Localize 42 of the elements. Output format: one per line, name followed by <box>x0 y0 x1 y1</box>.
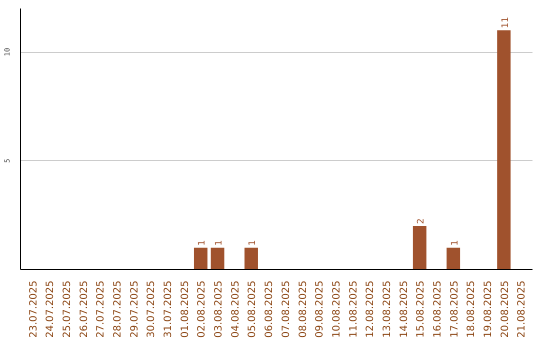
x-tick-label: 14.08.2025 <box>398 280 410 338</box>
data-label: 1 <box>198 240 208 246</box>
x-tick-label: 13.08.2025 <box>382 280 393 338</box>
x-tick-label: 07.08.2025 <box>280 280 292 338</box>
x-tick-label: 18.08.2025 <box>466 280 478 338</box>
x-tick-label: 09.08.2025 <box>314 280 326 338</box>
x-tick-label: 19.08.2025 <box>483 280 494 338</box>
x-tick-label: 30.07.2025 <box>146 280 158 338</box>
x-tick-label: 21.08.2025 <box>516 280 528 338</box>
x-tick-label: 31.07.2025 <box>163 280 174 338</box>
data-label: 2 <box>416 218 427 224</box>
x-tick-label: 29.07.2025 <box>129 280 140 338</box>
x-tick-label: 26.07.2025 <box>78 280 90 338</box>
x-tick-label: 23.07.2025 <box>28 280 40 338</box>
data-label: 11 <box>500 16 511 28</box>
x-tick-label: 08.08.2025 <box>298 280 309 338</box>
x-tick-label: 10.08.2025 <box>331 280 342 338</box>
x-tick-label: 15.08.2025 <box>416 280 427 338</box>
x-tick-label: 04.08.2025 <box>230 280 242 338</box>
bar <box>412 226 426 270</box>
x-tick-label: 12.08.2025 <box>365 280 376 338</box>
data-label: 1 <box>450 240 460 246</box>
bar <box>210 248 224 270</box>
x-tick-label: 02.08.2025 <box>196 280 208 338</box>
bar <box>446 248 460 270</box>
x-tick-label: 16.08.2025 <box>432 280 444 338</box>
x-tick-label: 05.08.2025 <box>247 280 258 338</box>
x-tick-label: 17.08.2025 <box>449 280 460 338</box>
bar <box>497 30 511 270</box>
x-tick-label: 20.08.2025 <box>500 280 511 338</box>
x-tick-label: 24.07.2025 <box>45 280 56 338</box>
bar <box>194 248 208 270</box>
bar <box>244 248 258 270</box>
data-label: 1 <box>248 240 258 246</box>
x-tick-label: 27.07.2025 <box>96 280 107 338</box>
x-tick-label: 25.07.2025 <box>62 280 73 338</box>
x-tick-label: 03.08.2025 <box>214 280 225 338</box>
x-tick-label: 28.07.2025 <box>112 280 124 338</box>
x-tick-label: 01.08.2025 <box>180 280 191 338</box>
x-tick-label: 11.08.2025 <box>348 280 360 338</box>
data-label: 1 <box>214 240 225 246</box>
x-tick-label: 06.08.2025 <box>264 280 276 338</box>
